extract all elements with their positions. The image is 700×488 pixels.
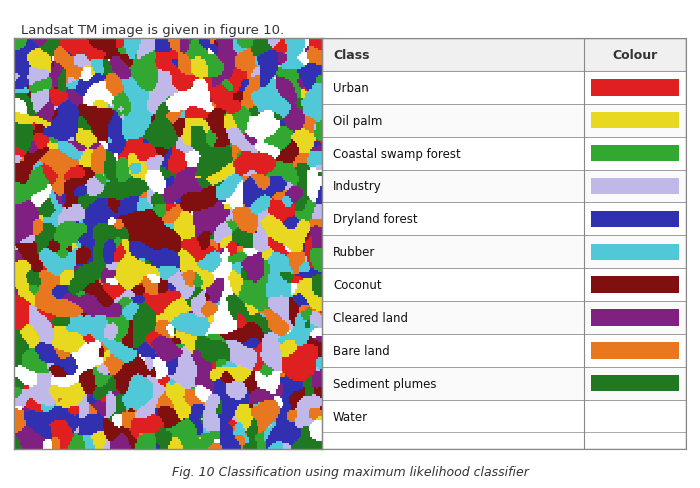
Bar	[592, 244, 679, 261]
Bar	[592, 343, 679, 359]
Text: Water: Water	[333, 410, 368, 423]
Bar	[322, 334, 686, 367]
Bar	[592, 309, 679, 326]
Bar	[592, 277, 679, 293]
Text: Bare land: Bare land	[333, 344, 390, 357]
Bar	[592, 211, 679, 227]
Bar	[322, 302, 686, 334]
Text: Landsat TM image is given in figure 10.: Landsat TM image is given in figure 10.	[21, 24, 284, 38]
Bar	[592, 375, 679, 391]
Bar	[322, 268, 686, 302]
Bar	[592, 80, 679, 97]
Text: Colour: Colour	[612, 49, 658, 62]
Bar	[592, 179, 679, 195]
Bar	[322, 203, 686, 236]
Text: Coconut: Coconut	[333, 279, 382, 291]
Text: Sediment plumes: Sediment plumes	[333, 377, 436, 390]
Text: Class: Class	[333, 49, 370, 62]
Text: Oil palm: Oil palm	[333, 115, 382, 127]
Bar	[592, 408, 679, 425]
Bar	[322, 104, 686, 138]
Text: Urban: Urban	[333, 82, 369, 95]
Text: Cleared land: Cleared land	[333, 311, 408, 324]
Text: Rubber: Rubber	[333, 246, 375, 259]
Text: Industry: Industry	[333, 180, 382, 193]
Bar	[322, 400, 686, 432]
Text: Coastal swamp forest: Coastal swamp forest	[333, 147, 461, 160]
Bar	[592, 113, 679, 129]
Text: Dryland forest: Dryland forest	[333, 213, 417, 226]
Bar	[322, 236, 686, 268]
Bar	[322, 72, 686, 104]
Bar	[592, 145, 679, 162]
Bar	[322, 39, 686, 72]
Text: Fig. 10 Classification using maximum likelihood classifier: Fig. 10 Classification using maximum lik…	[172, 465, 528, 478]
Bar	[322, 138, 686, 170]
Bar	[322, 367, 686, 400]
Bar	[322, 170, 686, 203]
